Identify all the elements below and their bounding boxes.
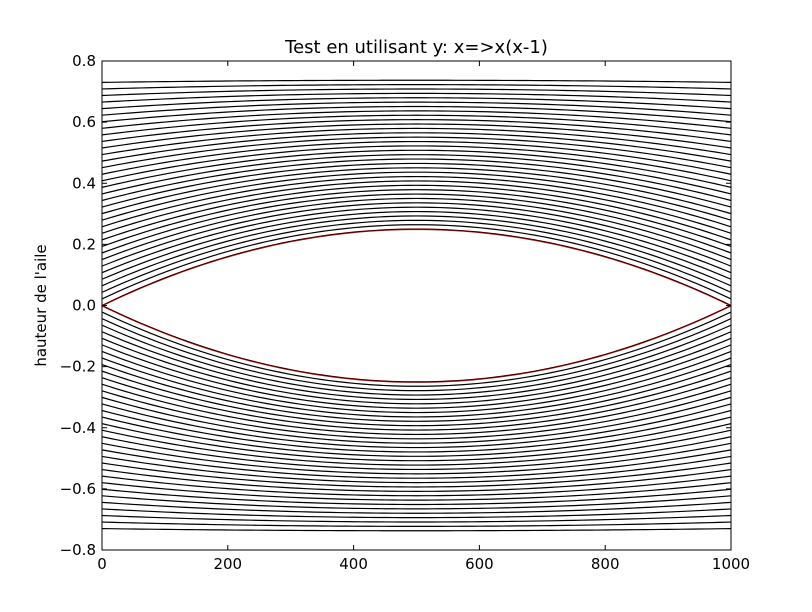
upper-streamline-34 (101, 79, 732, 83)
lower-streamline-34 (101, 528, 732, 532)
upper-streamline-26 (101, 114, 732, 136)
upper-streamline-16 (101, 158, 732, 202)
lower-streamline-4 (101, 331, 732, 401)
upper-streamline-19 (101, 145, 732, 182)
lower-streamline-15 (101, 403, 732, 449)
lower-streamline-6 (101, 344, 732, 409)
lower-streamline-25 (101, 468, 732, 492)
upper-streamline-13 (101, 171, 732, 221)
x-tick-label: 200 (213, 555, 242, 573)
upper-streamline-20 (101, 140, 732, 175)
wing-profile-lower (101, 305, 732, 383)
lower-streamline-10 (101, 370, 732, 427)
y-tick-label: 0.6 (72, 113, 96, 131)
lower-streamline-32 (101, 514, 732, 523)
lower-streamline-9 (101, 363, 732, 422)
x-tick-label: 600 (465, 555, 494, 573)
y-tick-label: −0.4 (60, 419, 96, 437)
y-tick-label: −0.8 (60, 541, 96, 559)
lower-streamline-26 (101, 475, 732, 497)
upper-streamline-21 (101, 136, 732, 169)
y-axis: 0.8 0.6 0.4 0.2 0.0 −0.2 −0.4 −0.6 −0.8 (60, 52, 731, 559)
lower-streamline-11 (101, 377, 732, 431)
plot-area (101, 79, 732, 532)
lower-streamline-27 (101, 482, 732, 501)
upper-streamline-31 (101, 92, 732, 103)
lower-streamline-2 (101, 318, 732, 392)
x-tick-label: 400 (339, 555, 368, 573)
lower-streamline-31 (101, 508, 732, 519)
y-tick-label: 0.2 (72, 235, 96, 253)
upper-streamline-2 (101, 219, 732, 293)
chart-title: Test en utilisant y: x=>x(x-1) (284, 37, 548, 58)
lower-streamline-13 (101, 390, 732, 440)
x-tick-label: 0 (97, 555, 107, 573)
lower-streamline-22 (101, 449, 732, 479)
lower-streamline-5 (101, 337, 732, 405)
upper-streamline-15 (101, 162, 732, 208)
y-axis-label: hauteur de l'aile (32, 244, 50, 366)
lower-streamline-8 (101, 357, 732, 418)
upper-streamline-29 (101, 101, 732, 116)
wing-profile-upper (101, 229, 732, 307)
upper-streamline-4 (101, 210, 732, 280)
upper-streamline-11 (101, 180, 732, 234)
upper-streamline-33 (101, 84, 732, 90)
x-tick-label: 800 (591, 555, 620, 573)
y-tick-label: 0.0 (72, 297, 96, 315)
upper-streamline-6 (101, 202, 732, 267)
upper-streamline-0 (101, 228, 732, 307)
y-tick-label: 0.8 (72, 52, 96, 70)
upper-streamline-14 (101, 167, 732, 215)
upper-streamline-24 (101, 123, 732, 149)
lower-streamline-3 (101, 324, 732, 396)
upper-streamline-30 (101, 97, 732, 110)
x-tick-label: 1000 (712, 555, 750, 573)
upper-streamline-9 (101, 189, 732, 248)
lower-streamline-21 (101, 442, 732, 475)
lower-streamline-12 (101, 383, 732, 436)
plot-frame (101, 60, 732, 551)
upper-streamline-7 (101, 197, 732, 261)
lower-streamline-33 (101, 521, 732, 527)
lower-streamline-16 (101, 409, 732, 453)
lower-streamline-1 (101, 311, 732, 387)
lower-streamline-29 (101, 495, 732, 510)
upper-streamline-32 (101, 88, 732, 97)
upper-streamline-3 (101, 215, 732, 287)
lower-streamline-20 (101, 436, 732, 471)
lower-streamline-24 (101, 462, 732, 488)
y-tick-label: −0.6 (60, 480, 96, 498)
lower-streamline-7 (101, 350, 732, 414)
upper-streamline-27 (101, 110, 732, 129)
upper-streamline-1 (101, 224, 732, 300)
lower-streamline-18 (101, 423, 732, 462)
lower-streamline-30 (101, 501, 732, 514)
upper-streamline-17 (101, 154, 732, 195)
lower-streamline-0 (101, 304, 732, 383)
lower-streamline-17 (101, 416, 732, 457)
upper-streamline-25 (101, 119, 732, 143)
y-tick-label: 0.4 (72, 174, 96, 192)
x-axis: 0 200 400 600 800 1000 (97, 61, 750, 573)
upper-streamline-10 (101, 184, 732, 241)
upper-streamline-22 (101, 132, 732, 162)
upper-streamline-8 (101, 193, 732, 254)
lower-streamline-28 (101, 488, 732, 506)
upper-streamline-28 (101, 105, 732, 123)
lower-streamline-14 (101, 396, 732, 444)
y-tick-label: −0.2 (60, 358, 96, 376)
lower-streamline-19 (101, 429, 732, 466)
upper-streamline-18 (101, 149, 732, 188)
lower-streamline-23 (101, 455, 732, 484)
upper-streamline-23 (101, 127, 732, 156)
upper-streamline-5 (101, 206, 732, 274)
upper-streamline-12 (101, 175, 732, 228)
